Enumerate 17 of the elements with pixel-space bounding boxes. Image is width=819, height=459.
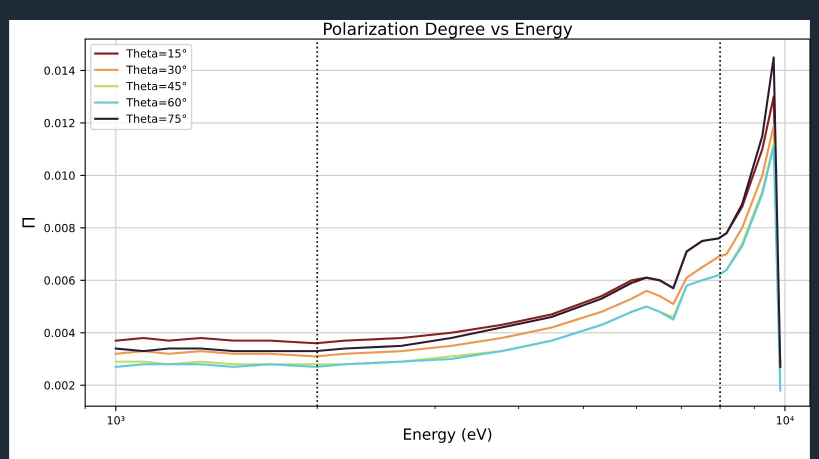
y-tick-label: 0.004 [44,328,75,338]
legend-label: Theta=60° [126,98,186,107]
legend-label: Theta=15° [126,49,186,58]
legend-label: Theta=30° [126,65,186,74]
y-tick-label: 0.006 [44,276,75,285]
y-tick-label: 0.002 [44,381,74,390]
y-tick-label: 0.008 [44,224,75,232]
y-tick-label: 0.014 [44,66,75,75]
y-tick-label: 0.010 [44,171,75,180]
y-tick-label: 0.012 [44,118,74,128]
x-tick-label: 10³ [108,416,125,425]
x-tick-label: 10⁴ [776,416,794,425]
x-axis-title: Energy (eV) [404,428,492,443]
y-axis-title: Π [22,218,35,228]
chart-title: Polarization Degree vs Energy [324,22,572,38]
legend-label: Theta=75° [126,114,186,123]
legend-label: Theta=45° [126,82,186,90]
